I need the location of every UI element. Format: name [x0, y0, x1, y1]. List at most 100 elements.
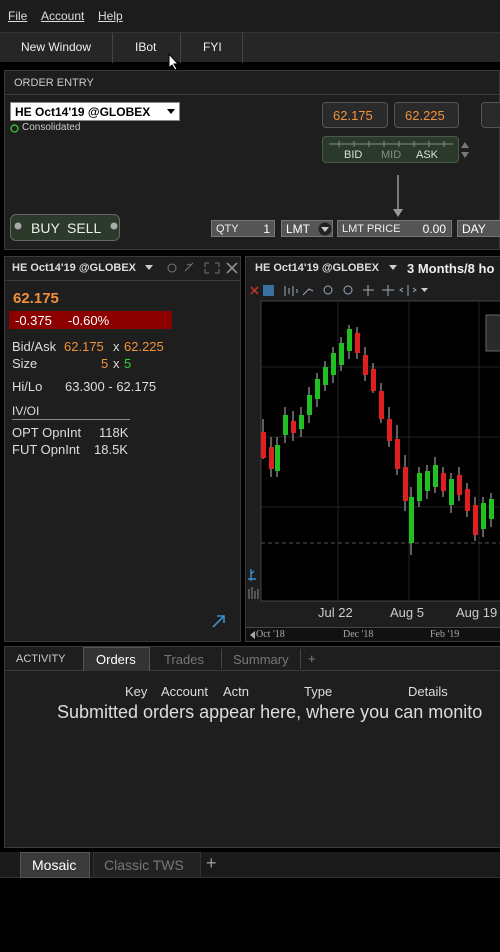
last-price: 62.175 [13, 290, 59, 307]
menu-bar: File Account Help [0, 0, 500, 32]
panel-title: ACTIVITY [16, 653, 66, 665]
add-tab[interactable]: + [308, 651, 316, 666]
nav-arrow [250, 631, 255, 639]
navigator[interactable]: Oct '18 Dec '18 Feb '19 [246, 627, 500, 641]
buy-label: BUY [31, 220, 60, 236]
qty-value: 1 [263, 222, 270, 236]
tab[interactable]: Classic TWS [93, 852, 201, 878]
qty-label: QTY [216, 223, 239, 235]
panel-title: ORDER ENTRY [14, 77, 94, 89]
opt: 118K [99, 425, 129, 440]
fut-label: FUT OpnInt [12, 442, 80, 457]
bid-price-box[interactable]: 62.175 [322, 102, 388, 128]
bid-price: 62.175 [333, 108, 373, 123]
separator [180, 33, 181, 63]
separator [221, 649, 222, 669]
qty-field[interactable]: QTY 1 [211, 220, 275, 237]
toolbar-button[interactable]: IBot [135, 40, 157, 54]
iv-oi-label: IV/OI [12, 404, 40, 418]
button-knobs [14, 222, 118, 230]
symbol-dropdown[interactable]: HE Oct14'19 @GLOBEX [10, 102, 180, 121]
dropdown-arrow [389, 265, 397, 270]
cursor [168, 53, 180, 71]
tab[interactable]: Summary [233, 652, 289, 667]
expand-icon[interactable] [211, 613, 227, 629]
bottom-tab-bar: Mosaic Classic TWS + [0, 852, 500, 878]
nav-label: Feb '19 [430, 629, 460, 640]
change: -0.375 [15, 313, 52, 328]
lmt-price: 0.00 [422, 222, 446, 236]
tab-label: Classic TWS [104, 857, 184, 873]
separator: x [113, 356, 120, 371]
toolbar-button[interactable]: New Window [21, 40, 92, 54]
empty-message: Submitted orders appear here, where you … [57, 702, 483, 722]
change-pct: -0.60% [68, 313, 110, 328]
tab-active[interactable]: Orders [83, 647, 150, 671]
tab-bar: ACTIVITY Orders Trades Summary + [5, 647, 500, 671]
toolbar: New Window IBot FYI [0, 32, 500, 71]
lmt-price-label: LMT PRICE [342, 223, 401, 235]
x-label: Aug 5 [390, 605, 424, 620]
column-header[interactable]: Key [125, 684, 148, 699]
add-tab[interactable]: + [206, 853, 217, 873]
column-header[interactable]: Actn [223, 684, 250, 699]
ask-price-box[interactable]: 62.225 [394, 102, 459, 128]
hilo: 63.300 - 62.175 [65, 379, 157, 394]
tab-label: Orders [96, 652, 136, 667]
menu-item[interactable]: File [8, 9, 28, 23]
quote-panel: HE Oct14'19 @GLOBEX 62.175 -0.375 -0.60%… [4, 256, 241, 642]
mid-label: MID [381, 149, 402, 161]
arrow [393, 175, 403, 217]
tif-field[interactable]: DAY [457, 220, 500, 237]
spinner[interactable] [460, 141, 470, 159]
nav-label: Dec '18 [343, 629, 374, 640]
separator [242, 33, 243, 63]
lmt-price-field[interactable]: LMT PRICE 0.00 [337, 220, 452, 237]
bid: 62.175 [64, 339, 104, 354]
sell-label: SELL [67, 220, 102, 236]
change-bar: -0.375 -0.60% [9, 311, 172, 329]
column-header[interactable]: Type [304, 684, 333, 699]
chart-period: 3 Months/8 ho [407, 261, 495, 276]
bid-label: BID [344, 149, 363, 161]
order-entry-panel: ORDER ENTRY HE Oct14'19 @GLOBEX Consolid… [4, 70, 500, 250]
divider [5, 280, 240, 281]
chart-tools[interactable] [248, 283, 433, 299]
tab-active[interactable]: Mosaic [20, 852, 90, 878]
activity-panel: ACTIVITY Orders Trades Summary + Key Acc… [4, 646, 500, 848]
column-header[interactable]: Account [161, 684, 208, 699]
panel-header: ORDER ENTRY [5, 71, 500, 95]
toolbar-button[interactable]: FYI [203, 40, 222, 54]
slider-track [329, 141, 453, 147]
divider [12, 419, 130, 420]
tab-label: Mosaic [32, 857, 77, 873]
status-icon [10, 124, 19, 133]
dropdown-icon [318, 222, 332, 236]
chart-symbol: HE Oct14'19 @GLOBEX [255, 262, 379, 274]
dropdown-arrow [167, 109, 175, 114]
tif: DAY [462, 222, 486, 236]
bid-size: 5 [101, 356, 109, 371]
symbol: HE Oct14'19 @GLOBEX [15, 105, 151, 119]
buy-sell-button[interactable]: BUY SELL [10, 214, 120, 241]
price-slider[interactable]: BID MID ASK [322, 136, 459, 163]
panel-icons[interactable] [165, 260, 241, 276]
column-header[interactable]: Details [408, 684, 448, 699]
quote-symbol: HE Oct14'19 @GLOBEX [12, 262, 136, 274]
separator [300, 649, 301, 669]
bid-ask-label: Bid/Ask [12, 339, 57, 354]
fut: 18.5K [94, 442, 128, 457]
order-type-field[interactable]: LMT [281, 220, 333, 237]
hilo-label: Hi/Lo [12, 379, 43, 394]
consolidated-label: Consolidated [22, 122, 81, 133]
extra-box[interactable] [481, 102, 500, 128]
x-label: Jul 22 [318, 605, 353, 620]
chart-panel: HE Oct14'19 @GLOBEX 3 Months/8 ho [245, 256, 500, 642]
opt-label: OPT OpnInt [12, 425, 82, 440]
menu-item[interactable]: Help [98, 9, 123, 23]
menu-item[interactable]: Account [41, 9, 85, 23]
tab[interactable]: Trades [164, 652, 204, 667]
nav-label: Oct '18 [256, 629, 285, 640]
